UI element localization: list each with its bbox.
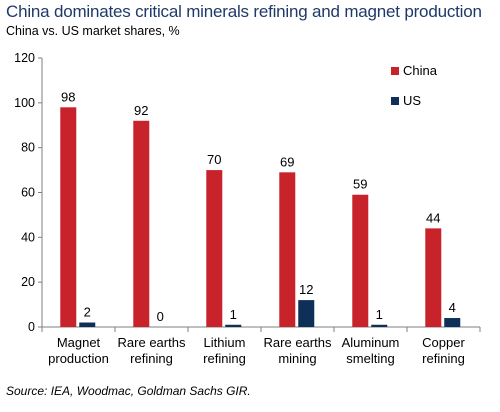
x-tick-label: Aluminum <box>342 335 400 350</box>
legend-label: China <box>403 63 438 78</box>
x-tick-label: refining <box>422 351 465 366</box>
x-tick-label: Rare earths <box>264 335 332 350</box>
data-label: 4 <box>449 300 456 315</box>
bar-china <box>133 120 150 328</box>
data-label: 1 <box>230 307 237 322</box>
data-label: 59 <box>353 177 367 192</box>
legend-swatch <box>391 67 399 75</box>
x-tick-label: mining <box>278 351 316 366</box>
bar-us <box>225 324 242 327</box>
x-tick-label: Rare earths <box>118 335 186 350</box>
bar-china <box>279 172 296 327</box>
bar-us <box>298 300 315 327</box>
x-tick-label: Lithium <box>204 335 246 350</box>
bar-china <box>352 194 369 327</box>
data-label: 12 <box>299 282 313 297</box>
y-tick-label: 100 <box>14 96 35 110</box>
y-tick-label: 80 <box>21 141 35 155</box>
x-tick-label: refining <box>203 351 246 366</box>
data-label: 0 <box>157 309 164 324</box>
bar-china <box>206 170 223 327</box>
chart-title: China dominates critical minerals refini… <box>6 2 482 21</box>
data-label: 92 <box>134 103 148 118</box>
chart-subtitle: China vs. US market shares, % <box>6 24 180 38</box>
data-label: 1 <box>376 307 383 322</box>
x-tick-label: Magnet <box>57 335 101 350</box>
x-tick-label: Copper <box>422 335 465 350</box>
y-tick-label: 20 <box>21 275 35 289</box>
data-label: 98 <box>61 89 75 104</box>
legend-swatch <box>391 97 399 105</box>
chart-source: Source: IEA, Woodmac, Goldman Sachs GIR. <box>6 384 251 398</box>
bar-us <box>444 318 461 327</box>
data-label: 70 <box>207 152 221 167</box>
data-label: 69 <box>280 154 294 169</box>
y-tick-label: 0 <box>28 320 35 334</box>
legend-label: US <box>403 93 421 108</box>
y-tick-label: 120 <box>14 51 35 65</box>
bar-china <box>60 107 77 327</box>
x-tick-label: smelting <box>346 351 394 366</box>
bar-us <box>79 322 96 327</box>
data-label: 44 <box>426 210 440 225</box>
data-label: 2 <box>84 305 91 320</box>
x-tick-label: refining <box>130 351 173 366</box>
x-tick-label: production <box>48 351 109 366</box>
bar-china <box>425 228 442 327</box>
y-tick-label: 60 <box>21 186 35 200</box>
bar-us <box>371 324 388 327</box>
y-tick-label: 40 <box>21 230 35 244</box>
